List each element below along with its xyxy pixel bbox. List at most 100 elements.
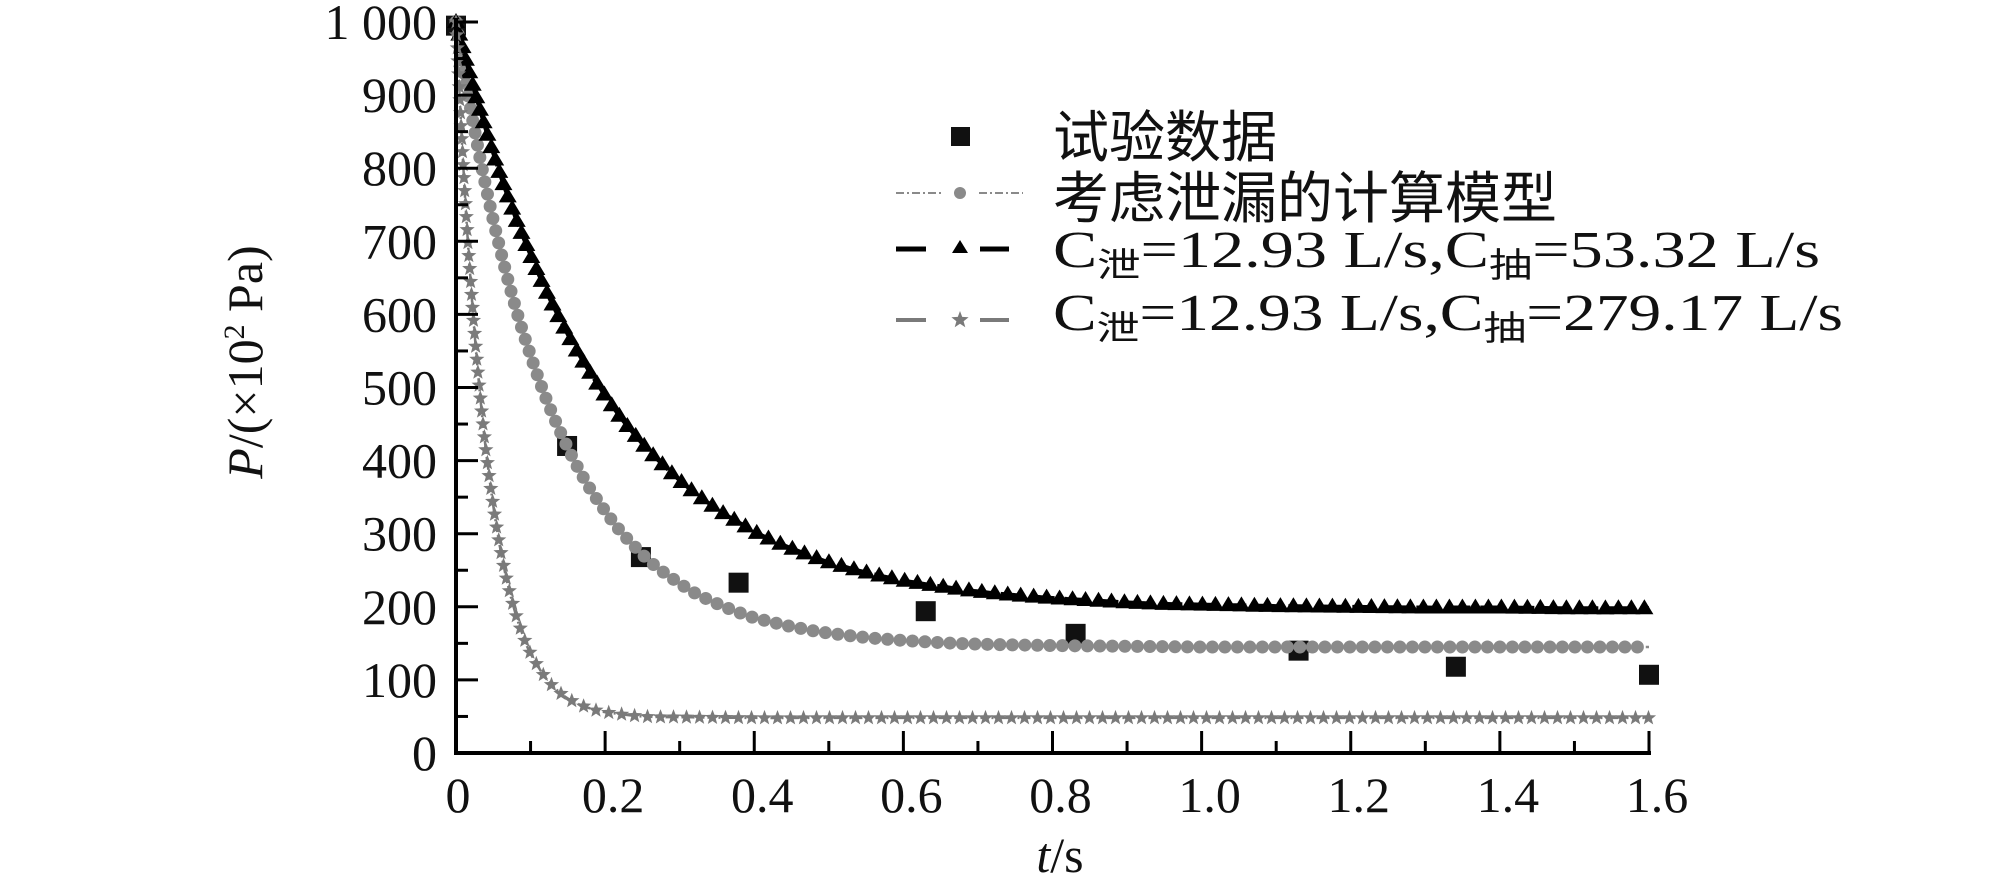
star-marker-icon	[501, 582, 517, 598]
circle-marker-icon	[1505, 640, 1519, 654]
triangle-marker-icon	[1024, 587, 1043, 603]
triangle-marker-icon	[1076, 590, 1095, 606]
circle-marker-icon	[1218, 640, 1232, 654]
star-marker-icon	[1003, 709, 1020, 725]
star-marker-icon	[1250, 709, 1267, 725]
circle-marker-icon	[522, 344, 536, 358]
star-marker-icon	[461, 247, 477, 263]
y-tick-label: 300	[362, 506, 437, 562]
circle-marker-icon	[637, 549, 651, 563]
circle-marker-icon	[470, 138, 484, 152]
triangle-marker-icon	[494, 175, 513, 191]
star-marker-icon	[452, 104, 469, 120]
triangle-marker-icon	[507, 211, 526, 227]
star-marker-icon	[1536, 709, 1553, 725]
circle-marker-icon	[1193, 640, 1207, 654]
circle-marker-icon	[1543, 640, 1557, 654]
circle-marker-icon	[1380, 640, 1394, 654]
triangle-marker-icon	[895, 571, 914, 587]
square-marker-icon	[1639, 664, 1659, 685]
legend-label: 考虑泄漏的计算模型	[1053, 167, 1557, 232]
star-marker-icon	[860, 709, 877, 725]
circle-marker-icon	[930, 635, 944, 649]
legend-label: C 泄 =12.93 L/s,C 抽 =53.32 L/s	[1053, 222, 1820, 286]
star-marker-icon	[1510, 709, 1527, 725]
circle-marker-icon	[489, 224, 503, 238]
star-marker-icon	[483, 480, 499, 495]
circle-marker-icon	[1618, 640, 1632, 654]
circle-marker-icon	[1118, 639, 1132, 653]
x-ticks: 0 0.2 0.4 0.6 0.8 1.0 1.2 1.4 1.6	[446, 731, 1689, 823]
circle-marker-icon	[1180, 640, 1194, 654]
star-marker-icon	[1016, 709, 1033, 725]
triangle-marker-icon	[527, 259, 546, 275]
triangle-marker-icon	[682, 481, 701, 497]
circle-marker-icon	[1293, 640, 1307, 654]
star-marker-icon	[1172, 709, 1189, 725]
triangle-marker-icon	[1011, 586, 1030, 602]
star-marker-icon	[1588, 709, 1605, 725]
star-marker-icon	[454, 130, 470, 146]
star-marker-icon	[1562, 709, 1579, 725]
star-marker-icon	[912, 709, 929, 725]
star-marker-icon	[463, 286, 480, 301]
triangle-marker-icon	[512, 223, 531, 239]
star-marker-icon	[1549, 709, 1566, 725]
triangle-marker-icon	[1141, 594, 1160, 610]
y-tick-label: 800	[362, 140, 437, 196]
triangle-marker-icon	[1284, 597, 1303, 613]
star-marker-icon	[1068, 709, 1085, 725]
circle-marker-icon	[480, 187, 494, 201]
triangle-marker-icon	[561, 330, 580, 346]
circle-marker-icon	[611, 522, 625, 536]
star-marker-icon	[576, 698, 592, 713]
triangle-marker-icon	[1206, 595, 1225, 611]
star-marker-icon	[756, 709, 773, 725]
triangle-marker-icon	[653, 455, 672, 471]
star-marker-icon	[462, 260, 478, 276]
circle-marker-icon	[943, 636, 957, 650]
triangle-marker-icon	[1362, 598, 1381, 614]
triangle-marker-icon	[595, 385, 614, 401]
star-marker-icon	[564, 692, 580, 708]
triangle-marker-icon	[703, 496, 722, 512]
circle-marker-icon	[628, 540, 642, 554]
star-marker-icon	[1133, 709, 1150, 725]
star-marker-icon	[452, 91, 468, 107]
star-marker-icon	[847, 709, 864, 725]
square-marker-icon	[728, 572, 749, 593]
star-marker-icon	[1029, 709, 1046, 725]
triangle-marker-icon	[783, 539, 802, 555]
legend-item-c-53: C 泄 =12.93 L/s,C 抽 =53.32 L/s	[896, 222, 1820, 286]
star-marker-icon	[1237, 709, 1254, 725]
triangle-marker-icon	[934, 577, 953, 593]
star-marker-icon	[1419, 709, 1436, 725]
triangle-marker-icon	[1635, 599, 1654, 615]
star-marker-icon	[834, 709, 851, 725]
triangle-marker-icon	[503, 199, 522, 215]
circle-marker-icon	[583, 481, 597, 495]
triangle-marker-icon	[672, 472, 691, 488]
triangle-marker-icon	[832, 556, 851, 572]
triangle-marker-icon	[463, 75, 482, 91]
x-tick-label: 1.6	[1626, 767, 1689, 823]
legend-item-c-279: C 泄 =12.93 L/s,C 抽 =279.17 L/s	[896, 285, 1843, 349]
circle-marker-icon	[597, 502, 611, 516]
triangle-marker-icon	[921, 575, 940, 591]
triangle-marker-icon	[1336, 597, 1355, 613]
star-marker-icon	[1224, 709, 1241, 725]
star-marker-icon	[456, 169, 472, 185]
circle-marker-icon	[526, 356, 540, 370]
circle-marker-icon	[518, 332, 532, 346]
triangle-marker-icon	[478, 125, 497, 141]
circle-marker-icon	[1568, 640, 1582, 654]
star-marker-icon	[1471, 709, 1488, 725]
star-marker-icon	[1614, 709, 1631, 725]
star-marker-icon	[1159, 709, 1176, 725]
circle-marker-icon	[498, 260, 512, 274]
circle-marker-icon	[1080, 639, 1094, 653]
star-marker-icon	[1094, 709, 1111, 725]
star-marker-icon	[553, 685, 569, 700]
star-marker-icon	[899, 709, 916, 725]
circle-marker-icon	[757, 613, 771, 627]
